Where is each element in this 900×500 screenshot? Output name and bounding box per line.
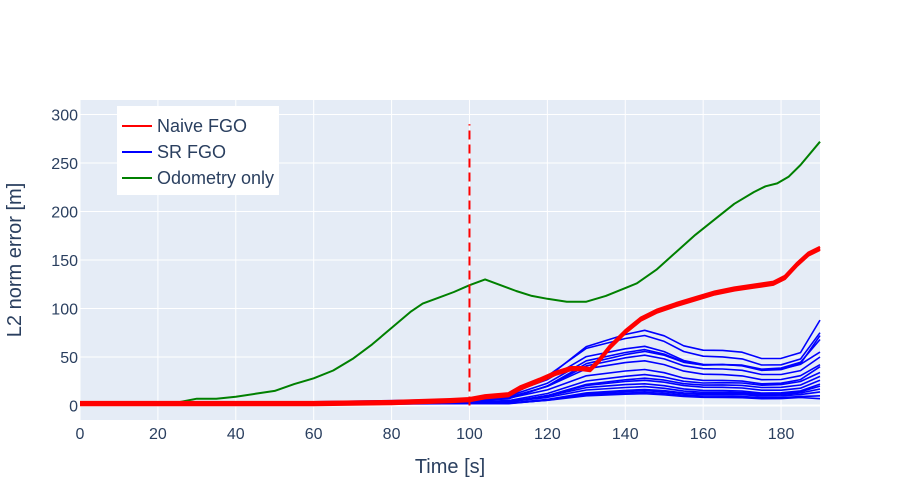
x-tick-label: 0	[76, 426, 85, 443]
x-axis-ticks: 0 20 40 60 80 100 120 140 160 180	[76, 426, 795, 443]
legend-box	[117, 106, 279, 195]
x-tick-label: 20	[149, 426, 167, 443]
y-tick-label: 250	[51, 156, 78, 173]
x-tick-label: 100	[456, 426, 483, 443]
x-tick-label: 140	[612, 426, 639, 443]
y-tick-label: 300	[51, 108, 78, 125]
y-axis-title: L2 norm error [m]	[4, 183, 26, 337]
x-tick-label: 120	[534, 426, 561, 443]
x-tick-label: 60	[305, 426, 323, 443]
legend: Naive FGO SR FGO Odometry only	[117, 106, 279, 195]
x-tick-label: 80	[383, 426, 401, 443]
y-tick-label: 150	[51, 253, 78, 270]
naive-fgo-line	[80, 245, 821, 404]
legend-label: SR FGO	[157, 142, 226, 162]
y-tick-label: 200	[51, 205, 78, 222]
legend-label: Odometry only	[157, 168, 274, 188]
series-layer	[79, 141, 821, 407]
y-tick-label: 100	[51, 301, 78, 318]
y-tick-label: 50	[60, 350, 78, 367]
x-tick-label: 40	[227, 426, 245, 443]
x-axis-title: Time [s]	[415, 456, 485, 478]
y-tick-label: 0	[69, 398, 78, 415]
odometry-line	[80, 141, 821, 406]
x-tick-label: 180	[768, 426, 795, 443]
y-axis-ticks: 0 50 100 150 200 250 300	[51, 108, 78, 416]
legend-label: Naive FGO	[157, 116, 247, 136]
x-tick-label: 160	[690, 426, 717, 443]
